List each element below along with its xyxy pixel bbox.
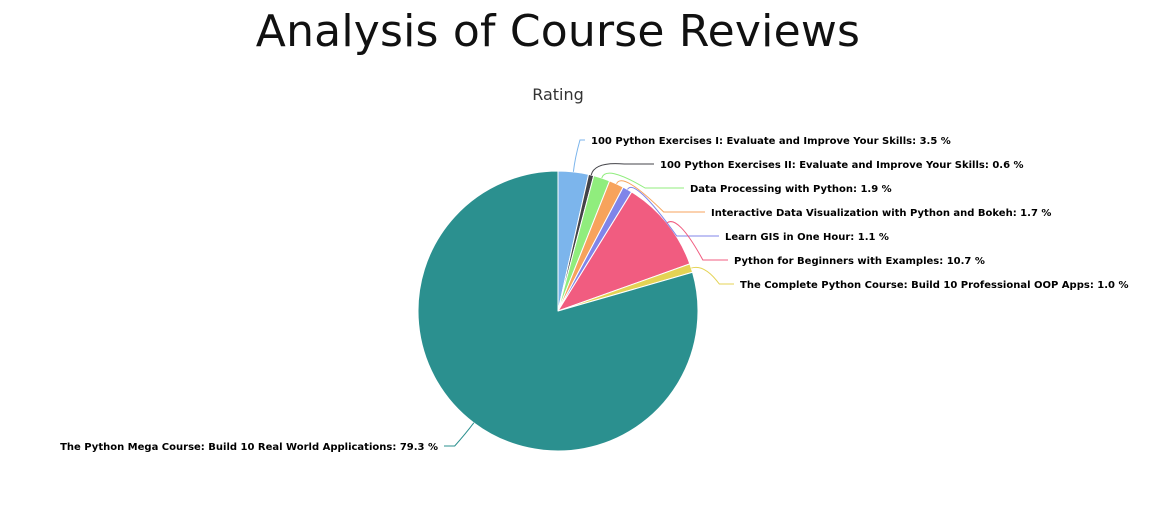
chart-title: Rating (532, 85, 584, 104)
connector-data-processing-with-python (601, 172, 684, 189)
data-label-data-processing-with-python: Data Processing with Python: 1.9 % (690, 184, 892, 195)
connectors-layer (444, 139, 734, 447)
connector-the-complete-python-course-build-10-professional-oop-apps (691, 266, 734, 285)
connector-100-python-exercises-ii-evaluate-and-improve-your-skills (590, 163, 654, 176)
labels-layer: 100 Python Exercises I: Evaluate and Imp… (60, 136, 1128, 453)
connector-the-python-mega-course-build-10-real-world-applications (444, 422, 475, 447)
data-label-the-complete-python-course-build-10-professional-oop-apps: The Complete Python Course: Build 10 Pro… (740, 280, 1129, 291)
connector-100-python-exercises-i-evaluate-and-improve-your-skills (572, 139, 585, 172)
data-label-the-python-mega-course-build-10-real-world-applications: The Python Mega Course: Build 10 Real Wo… (60, 442, 438, 453)
data-label-python-for-beginners-with-examples: Python for Beginners with Examples: 10.7… (734, 256, 985, 267)
connector-interactive-data-visualization-with-python-and-bokeh (616, 180, 705, 213)
data-label-learn-gis-in-one-hour: Learn GIS in One Hour: 1.1 % (725, 232, 889, 243)
page-title: Analysis of Course Reviews (255, 6, 861, 57)
slices-layer (417, 170, 699, 452)
connector-learn-gis-in-one-hour (627, 187, 719, 237)
data-label-100-python-exercises-i-evaluate-and-improve-your-skills: 100 Python Exercises I: Evaluate and Imp… (591, 136, 951, 147)
data-label-interactive-data-visualization-with-python-and-bokeh: Interactive Data Visualization with Pyth… (711, 208, 1051, 219)
pie-slice-the-python-mega-course-build-10-real-world-applications[interactable] (417, 170, 699, 452)
connector-python-for-beginners-with-examples (666, 221, 728, 261)
data-label-100-python-exercises-ii-evaluate-and-improve-your-skills: 100 Python Exercises II: Evaluate and Im… (660, 160, 1024, 171)
